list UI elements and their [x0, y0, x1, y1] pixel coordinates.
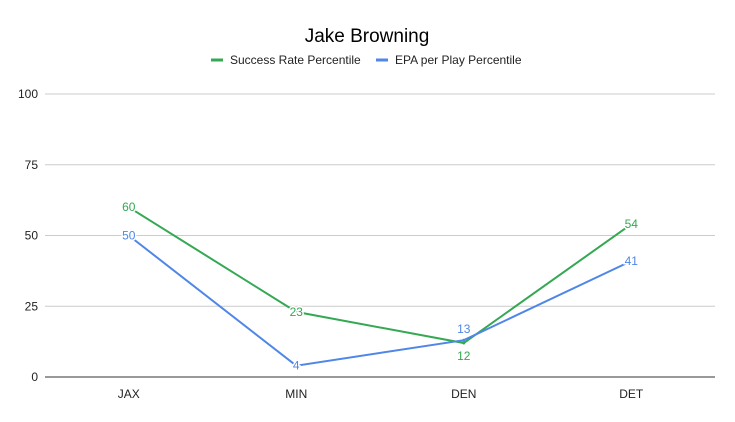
data-label: 60	[122, 200, 136, 214]
data-point	[629, 259, 633, 263]
data-label: 4	[293, 359, 300, 373]
x-tick-label: JAX	[118, 387, 140, 401]
data-point	[462, 338, 466, 342]
y-tick-label: 100	[18, 87, 38, 101]
data-label: 12	[457, 349, 471, 363]
data-label: 50	[122, 229, 136, 243]
x-tick-label: DET	[619, 387, 644, 401]
y-tick-label: 0	[31, 370, 38, 384]
y-tick-label: 75	[25, 158, 39, 172]
series-line	[128, 234, 632, 367]
x-tick-label: DEN	[451, 387, 476, 401]
data-point	[127, 234, 131, 237]
data-point	[462, 341, 466, 345]
data-point	[127, 205, 131, 209]
chart-title: Jake Browning	[305, 26, 430, 47]
data-point	[629, 222, 633, 226]
data-label: 23	[290, 305, 304, 319]
series-group: 60 23 12 54 50 4 13 41	[121, 199, 640, 374]
legend-label: EPA per Play Percentile	[395, 53, 522, 67]
legend-label: Success Rate Percentile	[230, 53, 361, 67]
legend: Success Rate Percentile EPA per Play Perc…	[211, 53, 522, 67]
y-tick-label: 25	[25, 299, 39, 313]
x-tick-label: MIN	[285, 387, 307, 401]
data-point	[294, 364, 298, 368]
data-label: 13	[457, 322, 471, 336]
series-line	[128, 206, 632, 345]
gridlines: 0 25 50 75 100 JAX MIN DEN DET	[18, 87, 715, 401]
data-label: 54	[625, 217, 639, 231]
y-tick-label: 50	[25, 229, 39, 243]
data-point	[294, 310, 298, 314]
data-label: 41	[625, 254, 639, 268]
